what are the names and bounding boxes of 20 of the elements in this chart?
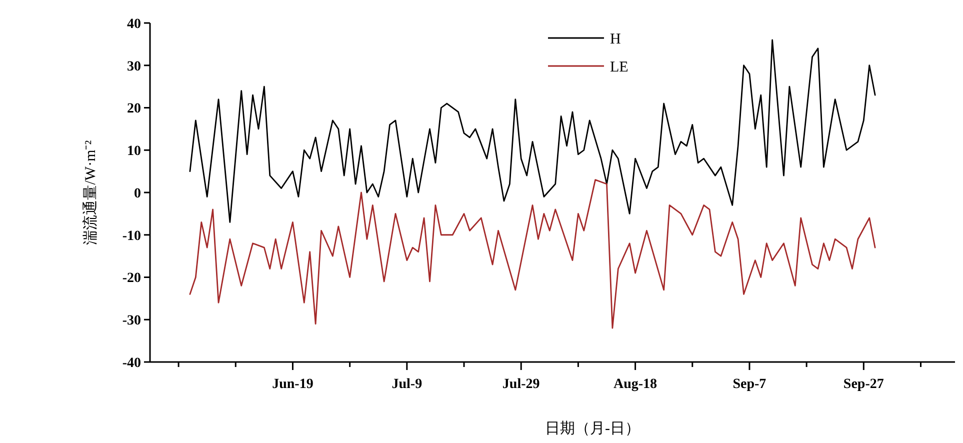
x-tick-label: Aug-18 — [614, 377, 658, 392]
x-tick-label: Sep-27 — [843, 377, 884, 392]
y-tick-label: 30 — [127, 59, 141, 74]
y-tick-label: -30 — [122, 314, 141, 329]
y-tick-label: 40 — [127, 16, 141, 32]
y-tick-label: -40 — [122, 356, 141, 371]
line-series — [189, 179, 876, 329]
x-axis-title: 日期（月-日） — [545, 420, 640, 437]
y-tick-label: -20 — [122, 271, 141, 286]
x-tick-label: Sep-7 — [732, 377, 766, 392]
y-axis-title: 湍流通量/W·m⁻² — [82, 140, 99, 245]
x-tick-label: Jul-29 — [502, 377, 540, 392]
y-tick-label: 0 — [134, 186, 141, 202]
x-tick-label: Jul-9 — [392, 377, 422, 392]
y-tick-label: -10 — [122, 228, 141, 244]
x-tick-label: Jun-19 — [272, 377, 314, 392]
y-tick-label: 10 — [127, 144, 141, 160]
legend-label: H — [610, 31, 621, 48]
legend-label: LE — [610, 59, 628, 76]
y-tick-label: 20 — [127, 102, 141, 117]
